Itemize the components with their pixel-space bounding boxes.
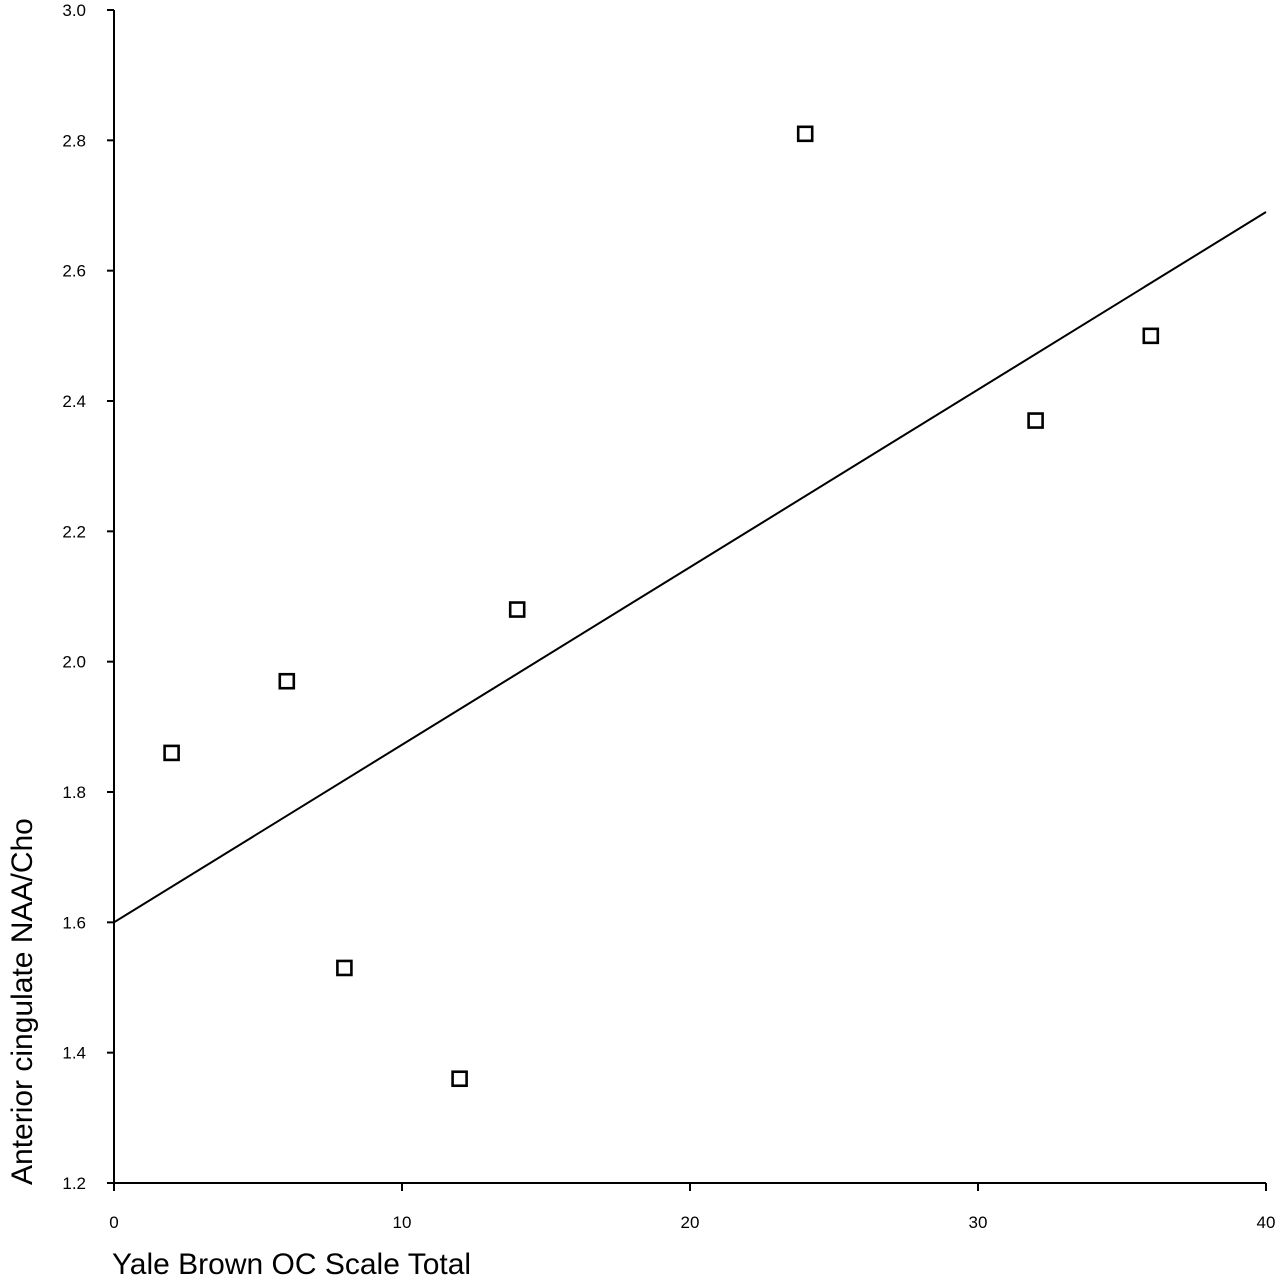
y-axis-title: Anterior cingulate NAA/Cho [6,818,39,1185]
data-point [1027,412,1044,429]
x-tick-label: 30 [969,1213,988,1232]
x-tick-label: 0 [109,1213,118,1232]
data-point [336,959,353,977]
x-tick-label: 10 [393,1213,412,1232]
data-point [278,672,296,690]
y-tick-label: 1.6 [62,913,86,932]
y-tick-label: 1.2 [62,1174,86,1193]
data-point [796,125,814,143]
y-tick-label: 2.2 [62,522,86,541]
y-tick-label: 3.0 [62,1,86,20]
y-ticks: 1.2 1.4 1.6 1.8 2.0 2.2 2.4 2.6 2.8 3.0 [62,1,114,1193]
fit-line-group [113,211,1267,924]
y-tick-label: 2.4 [62,392,86,411]
data-point [1142,327,1160,345]
x-tick-label: 40 [1257,1213,1276,1232]
y-tick-label: 1.8 [62,783,86,802]
y-tick-label: 2.6 [62,262,86,281]
data-points [163,125,1160,1088]
axes [113,10,1266,1184]
data-point [163,744,180,762]
y-tick-label: 1.4 [62,1044,86,1063]
regression-line [113,211,1267,924]
data-point [451,1070,468,1088]
y-tick-label: 2.0 [62,653,86,672]
x-ticks: 0 10 20 30 40 [109,1183,1275,1232]
data-point [508,601,526,618]
x-axis-title: Yale Brown OC Scale Total [112,1248,471,1279]
y-tick-label: 2.8 [62,131,86,150]
x-tick-label: 20 [681,1213,700,1232]
